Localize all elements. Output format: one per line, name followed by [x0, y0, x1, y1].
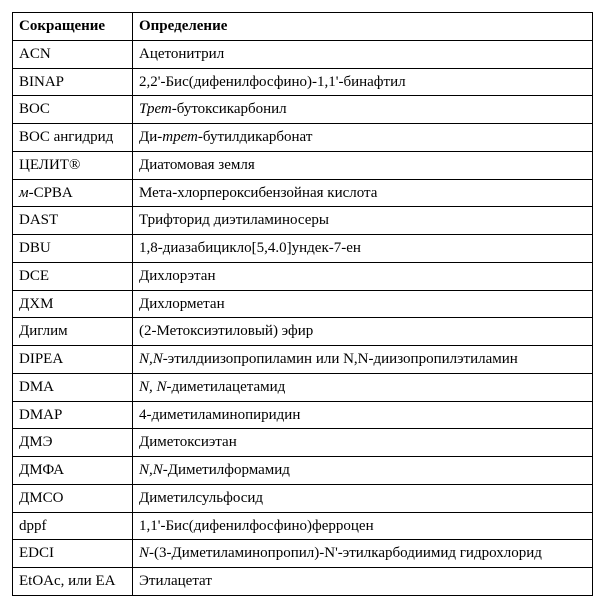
cell-def: Дихлорметан: [133, 290, 593, 318]
cell-def: Этилацетат: [133, 568, 593, 596]
cell-def: 2,2'-Бис(дифенилфосфино)-1,1'-бинафтил: [133, 68, 593, 96]
def-italic: трет: [162, 129, 198, 145]
table-row: BOCТрет-бутоксикарбонил: [13, 96, 593, 124]
def-italic: N: [139, 545, 149, 561]
table-row: ДМФАN,N-Диметилформамид: [13, 457, 593, 485]
cell-abbr: BOC: [13, 96, 133, 124]
cell-def: N,N-Диметилформамид: [133, 457, 593, 485]
cell-def: N-(3-Диметиламинопропил)-N'-этилкарбодии…: [133, 540, 593, 568]
def-text: Ди-: [139, 129, 162, 145]
table-row: EDCIN-(3-Диметиламинопропил)-N'-этилкарб…: [13, 540, 593, 568]
cell-def: Диметоксиэтан: [133, 429, 593, 457]
table-row: DMAN, N-диметилацетамид: [13, 373, 593, 401]
cell-abbr: dppf: [13, 512, 133, 540]
cell-abbr: BOC ангидрид: [13, 124, 133, 152]
cell-def: Трет-бутоксикарбонил: [133, 96, 593, 124]
cell-def: Диатомовая земля: [133, 151, 593, 179]
cell-def: N, N-диметилацетамид: [133, 373, 593, 401]
cell-abbr: DBU: [13, 235, 133, 263]
def-text: -бутилдикарбонат: [198, 129, 313, 145]
header-abbr: Сокращение: [13, 13, 133, 41]
cell-def: N,N-этилдиизопропиламин или N,N-диизопро…: [133, 346, 593, 374]
table-row: Диглим(2-Метоксиэтиловый) эфир: [13, 318, 593, 346]
def-italic: N,N: [139, 351, 163, 367]
cell-def: 1,1'-Бис(дифенилфосфино)ферроцен: [133, 512, 593, 540]
cell-abbr: EtOAc, или EA: [13, 568, 133, 596]
header-def: Определение: [133, 13, 593, 41]
cell-abbr: DAST: [13, 207, 133, 235]
table-row: ЦЕЛИТ®Диатомовая земля: [13, 151, 593, 179]
cell-abbr: Диглим: [13, 318, 133, 346]
def-text: -(3-Диметиламинопропил)-N'-этилкарбодиим…: [149, 545, 542, 561]
cell-def: 1,8-диазабицикло[5,4.0]ундек-7-ен: [133, 235, 593, 263]
def-italic: N, N: [139, 379, 167, 395]
def-text: -диметилацетамид: [167, 379, 286, 395]
cell-abbr: ДХМ: [13, 290, 133, 318]
table-row: м-CPBAМета-хлорпероксибензойная кислота: [13, 179, 593, 207]
table-row: DMAP4-диметиламинопиридин: [13, 401, 593, 429]
def-text: -бутоксикарбонил: [172, 101, 287, 117]
table-row: ДМСОДиметилсульфосид: [13, 484, 593, 512]
cell-abbr: DMAP: [13, 401, 133, 429]
cell-abbr: DIPEA: [13, 346, 133, 374]
cell-abbr: DMA: [13, 373, 133, 401]
abbr-text: -CPBA: [29, 185, 73, 201]
def-italic: Трет: [139, 101, 172, 117]
table-row: DIPEAN,N-этилдиизопропиламин или N,N-дии…: [13, 346, 593, 374]
cell-def: Мета-хлорпероксибензойная кислота: [133, 179, 593, 207]
cell-abbr: ДМЭ: [13, 429, 133, 457]
cell-abbr: ACN: [13, 40, 133, 68]
abbreviations-table: Сокращение Определение ACNАцетонитрилBIN…: [12, 12, 593, 596]
table-row: ДМЭДиметоксиэтан: [13, 429, 593, 457]
table-row: ACNАцетонитрил: [13, 40, 593, 68]
table-row: BINAP2,2'-Бис(дифенилфосфино)-1,1'-бинаф…: [13, 68, 593, 96]
table-row: DASTТрифторид диэтиламиносеры: [13, 207, 593, 235]
abbr-italic: м: [19, 185, 29, 201]
table-row: ДХМДихлорметан: [13, 290, 593, 318]
def-text: -этилдиизопропиламин или N,N-диизопропил…: [163, 351, 518, 367]
cell-abbr: EDCI: [13, 540, 133, 568]
table-row: DCEДихлорэтан: [13, 262, 593, 290]
table-row: BOC ангидридДи-трет-бутилдикарбонат: [13, 124, 593, 152]
cell-abbr: ДМФА: [13, 457, 133, 485]
cell-def: Ацетонитрил: [133, 40, 593, 68]
cell-def: Ди-трет-бутилдикарбонат: [133, 124, 593, 152]
cell-def: (2-Метоксиэтиловый) эфир: [133, 318, 593, 346]
def-italic: N,N: [139, 462, 163, 478]
cell-abbr: DCE: [13, 262, 133, 290]
cell-def: Дихлорэтан: [133, 262, 593, 290]
cell-abbr: ЦЕЛИТ®: [13, 151, 133, 179]
cell-def: Диметилсульфосид: [133, 484, 593, 512]
def-text: -Диметилформамид: [163, 462, 290, 478]
table-row: DBU1,8-диазабицикло[5,4.0]ундек-7-ен: [13, 235, 593, 263]
table-row: EtOAc, или EAЭтилацетат: [13, 568, 593, 596]
cell-abbr: BINAP: [13, 68, 133, 96]
cell-def: 4-диметиламинопиридин: [133, 401, 593, 429]
cell-abbr: ДМСО: [13, 484, 133, 512]
table-row: dppf1,1'-Бис(дифенилфосфино)ферроцен: [13, 512, 593, 540]
cell-abbr: м-CPBA: [13, 179, 133, 207]
cell-def: Трифторид диэтиламиносеры: [133, 207, 593, 235]
table-header-row: Сокращение Определение: [13, 13, 593, 41]
